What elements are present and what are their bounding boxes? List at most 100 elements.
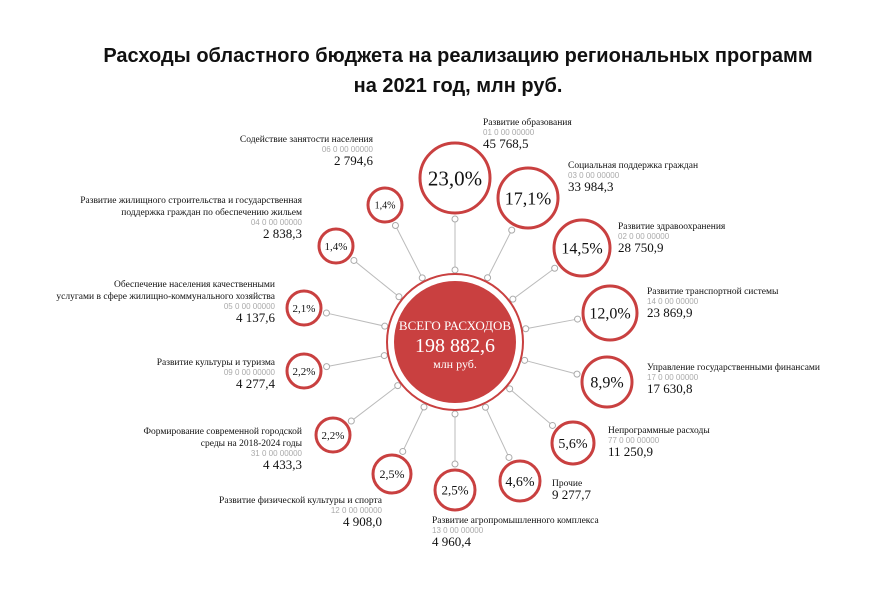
- spoke: [525, 318, 578, 330]
- item-code: 01 0 00 00000: [483, 128, 535, 137]
- item-name: услугами в сфере жилищно-коммунального х…: [56, 291, 275, 302]
- item-code: 04 0 00 00000: [251, 218, 303, 227]
- spoke-dot: [399, 447, 407, 455]
- item-name: Непрограммные расходы: [608, 426, 710, 436]
- center-ring: [386, 273, 524, 411]
- item-name: Развитие агропромышленного комплекса: [432, 516, 600, 526]
- bubble-share: 14,5%: [561, 241, 602, 258]
- item-name: Развитие транспортной системы: [647, 286, 779, 297]
- bubble: [418, 141, 492, 215]
- spoke: [524, 359, 578, 375]
- item-name: Развитие здравоохранения: [618, 222, 726, 232]
- item-value: 4 433,3: [263, 457, 302, 472]
- item-code: 13 0 00 00000: [432, 526, 484, 535]
- spoke: [395, 225, 423, 279]
- item-code: 12 0 00 00000: [331, 506, 383, 515]
- item-code: 05 0 00 00000: [224, 302, 276, 311]
- spoke-dot: [418, 274, 426, 282]
- spoke: [402, 406, 425, 452]
- bubble-share: 2,1%: [293, 303, 316, 315]
- spoke-dot: [506, 385, 514, 393]
- spoke-dot: [509, 295, 517, 303]
- bubble: [580, 355, 634, 409]
- item-value: 45 768,5: [483, 136, 529, 151]
- spoke: [326, 312, 385, 327]
- spoke: [485, 407, 510, 458]
- item-name: Обеспечение населения качественными: [114, 279, 275, 290]
- item-value: 4 137,6: [236, 310, 276, 325]
- spoke-dot: [323, 363, 331, 371]
- spoke-dot: [522, 325, 530, 333]
- spoke-dot: [420, 403, 428, 411]
- item-value: 9 277,7: [552, 487, 592, 502]
- item-value: 17 630,8: [647, 381, 693, 396]
- item-name: Прочие: [552, 479, 582, 489]
- item-code: 77 0 00 00000: [608, 436, 660, 445]
- bubble-share: 1,4%: [375, 201, 396, 212]
- spoke-dot: [451, 266, 459, 274]
- spoke-dot: [451, 410, 459, 418]
- spoke-dot: [484, 274, 492, 282]
- total-unit: млн руб.: [433, 357, 477, 371]
- spoke: [509, 388, 553, 426]
- spoke-dot: [347, 417, 355, 425]
- bubble: [581, 284, 639, 342]
- bubble-share: 23,0%: [428, 166, 482, 190]
- bubble-share: 4,6%: [505, 475, 535, 490]
- spoke-dot: [451, 215, 459, 223]
- center-circle: [394, 281, 516, 403]
- spoke-dot: [451, 460, 459, 468]
- spoke-dot: [350, 256, 358, 264]
- spoke-dot: [322, 309, 330, 317]
- spoke: [353, 260, 400, 298]
- bubble-share: 2,5%: [380, 467, 405, 481]
- item-code: 09 0 00 00000: [224, 368, 276, 377]
- bubble: [550, 420, 596, 466]
- bubble-share: 17,1%: [505, 188, 552, 208]
- item-name: Развитие физической культуры и спорта: [219, 495, 383, 506]
- item-value: 23 869,9: [647, 305, 693, 320]
- bubble-share: 1,4%: [325, 241, 348, 253]
- item-name: Управление государственными финансами: [647, 362, 820, 373]
- item-code: 17 0 00 00000: [647, 373, 699, 382]
- item-name: Развитие образования: [483, 117, 572, 128]
- spoke-dot: [394, 382, 402, 390]
- bubble: [433, 468, 477, 512]
- total-value: 198 882,6: [415, 335, 495, 357]
- bubble-share: 12,0%: [589, 306, 630, 323]
- bubble: [285, 352, 323, 390]
- bubble-share: 5,6%: [558, 437, 588, 452]
- item-code: 02 0 00 00000: [618, 232, 670, 241]
- total-label: ВСЕГО РАСХОДОВ: [399, 318, 511, 333]
- item-name: Содействие занятости населения: [240, 134, 374, 145]
- bubble: [317, 227, 355, 265]
- spoke-dot: [381, 322, 389, 330]
- bubble: [552, 218, 612, 278]
- bubble-share: 8,9%: [590, 375, 623, 392]
- spoke-dot: [391, 221, 399, 229]
- item-name: среды на 2018-2024 годы: [201, 439, 303, 449]
- item-name: поддержка граждан по обеспечению жильем: [121, 207, 302, 218]
- item-name: Развитие культуры и туризма: [157, 358, 276, 368]
- item-value: 4 277,4: [236, 376, 276, 391]
- item-value: 4 960,4: [432, 534, 472, 549]
- spoke-dot: [481, 403, 489, 411]
- item-value: 33 984,3: [568, 179, 614, 194]
- spoke-dot: [380, 352, 388, 360]
- bubble: [314, 416, 352, 454]
- bubble-share: 2,2%: [322, 430, 345, 442]
- spoke: [487, 229, 513, 279]
- item-value: 2 794,6: [334, 153, 374, 168]
- item-value: 28 750,9: [618, 240, 664, 255]
- item-name: Развитие жилищного строительства и госуд…: [80, 196, 302, 206]
- spoke-dot: [508, 226, 516, 234]
- item-value: 4 908,0: [343, 514, 382, 529]
- bubble: [285, 289, 323, 327]
- item-value: 11 250,9: [608, 444, 653, 459]
- item-code: 31 0 00 00000: [251, 449, 303, 458]
- item-value: 2 838,3: [263, 226, 302, 241]
- item-code: 06 0 00 00000: [322, 145, 374, 154]
- spoke-dot: [573, 370, 581, 378]
